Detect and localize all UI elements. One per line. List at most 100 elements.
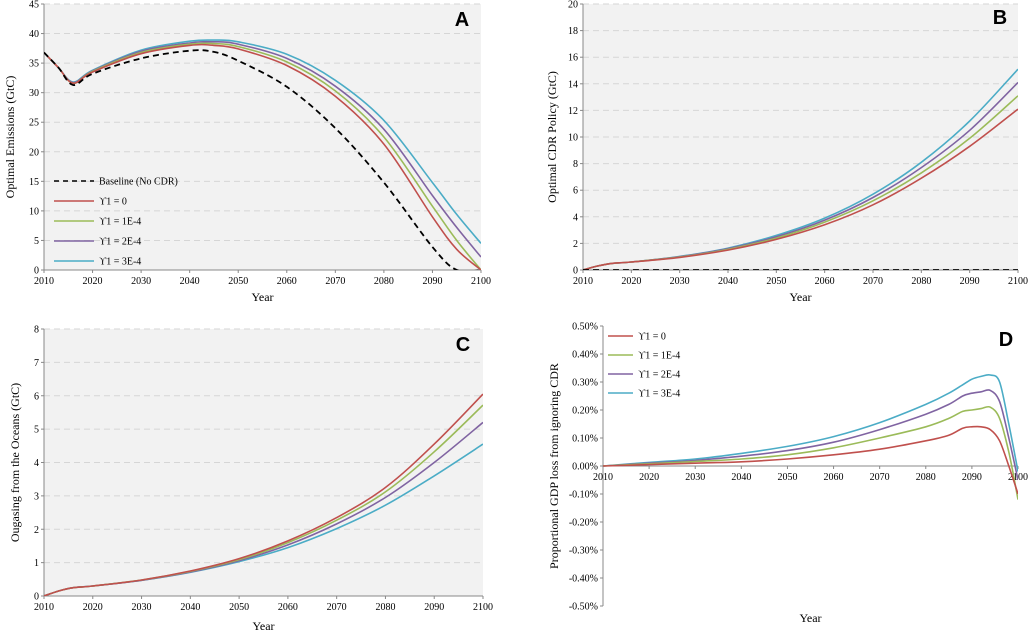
y-tick-label: 0	[34, 266, 39, 277]
y-tick-label: 14	[568, 79, 578, 90]
series-line	[603, 425, 1018, 495]
y-tick-label: 8	[573, 159, 578, 170]
chart-panel-a: 0 5 10 15 20 25 30 35 40 45 2010 2020 2030 2040 2050 20…	[3, 0, 491, 304]
x-tick-label: 2040	[180, 602, 200, 613]
x-tick-label: 2050	[228, 276, 248, 287]
x-tick-label: 2060	[277, 276, 297, 287]
x-tick-label: 2060	[824, 472, 844, 483]
x-tick-label: 2050	[229, 602, 249, 613]
y-tick-label: 1	[34, 558, 39, 569]
x-tick-label: 2060	[278, 602, 298, 613]
y-tick-label: -0.40%	[569, 574, 598, 585]
x-tick-label: 2080	[375, 602, 395, 613]
y-tick-label: 25	[29, 118, 39, 129]
legend-label: ϒ1 = 2E-4	[99, 237, 141, 248]
x-tick-label: 2040	[718, 276, 738, 287]
legend-label: ϒ1 = 2E-4	[638, 370, 680, 381]
x-tick-label: 2030	[131, 276, 151, 287]
y-tick-label: 15	[29, 177, 39, 188]
y-tick-label: 4	[34, 458, 39, 469]
x-axis-label: Year	[251, 290, 273, 304]
chart-panel-d: -0.50% -0.40% -0.30% -0.20% -0.10% 0.00% 0.10%…	[547, 322, 1028, 626]
x-tick-label: 2090	[422, 276, 442, 287]
y-tick-label: 35	[29, 59, 39, 70]
x-tick-label: 2010	[593, 472, 613, 483]
x-tick-label: 2040	[731, 472, 751, 483]
x-tick-label: 2020	[621, 276, 641, 287]
y-tick-label: 6	[34, 391, 39, 402]
y-tick-label: 10	[29, 206, 39, 217]
x-tick-label: 2050	[766, 276, 786, 287]
y-tick-label: 40	[29, 29, 39, 40]
chart-panel-c: 0 1 2 3 4 5 6 7 8 2010 2020 2030 2040 2050 2060 2070 208…	[8, 325, 493, 634]
legend-label: ϒ1 = 1E-4	[638, 351, 680, 362]
y-axis-label: Optimal CDR Policy (GtC)	[545, 71, 559, 203]
legend-label: ϒ1 = 3E-4	[99, 257, 141, 268]
plot-area	[44, 4, 481, 270]
y-tick-label: 45	[29, 0, 39, 11]
x-tick-label: 2070	[325, 276, 345, 287]
y-tick-label: 0.40%	[572, 350, 598, 361]
y-tick-label: 20	[29, 147, 39, 158]
series-line	[603, 405, 1018, 500]
series-line	[44, 49, 481, 270]
x-tick-label: 2030	[132, 602, 152, 613]
series-line	[44, 43, 481, 270]
y-tick-label: 10	[568, 133, 578, 144]
x-tick-label: 2100	[473, 602, 493, 613]
y-tick-label: -0.50%	[569, 602, 598, 613]
y-tick-label: 3	[34, 491, 39, 502]
y-axis-label: Proportional GDP loss from ignoring CDR	[547, 363, 561, 569]
y-tick-label: -0.20%	[569, 518, 598, 529]
y-tick-label: 5	[34, 236, 39, 247]
x-tick-label: 2030	[685, 472, 705, 483]
y-tick-label: 0	[34, 592, 39, 603]
x-tick-label: 2080	[916, 472, 936, 483]
x-tick-label: 2100	[471, 276, 491, 287]
x-tick-label: 2090	[962, 472, 982, 483]
series-line	[603, 389, 1018, 481]
y-tick-label: -0.30%	[569, 546, 598, 557]
y-tick-label: 5	[34, 425, 39, 436]
x-tick-label: 2070	[863, 276, 883, 287]
x-tick-label: 2080	[911, 276, 931, 287]
y-tick-label: 0.10%	[572, 434, 598, 445]
panel-letter: D	[999, 329, 1013, 351]
y-tick-label: 0.30%	[572, 378, 598, 389]
y-tick-label: -0.10%	[569, 490, 598, 501]
y-tick-label: 2	[34, 525, 39, 536]
y-tick-label: 12	[568, 106, 578, 117]
x-tick-label: 2020	[639, 472, 659, 483]
y-axis-label: Ougasing from the Oceans (GtC)	[8, 383, 22, 542]
x-axis-label: Year	[799, 611, 821, 625]
x-axis-label: Year	[789, 290, 811, 304]
x-tick-label: 2030	[670, 276, 690, 287]
panel-letter: C	[456, 334, 470, 356]
legend-label: ϒ1 = 3E-4	[638, 389, 680, 400]
x-axis-label: Year	[252, 619, 274, 633]
x-tick-label: 2010	[34, 602, 54, 613]
y-tick-label: 4	[573, 212, 578, 223]
x-tick-label: 2070	[870, 472, 890, 483]
x-tick-label: 2060	[815, 276, 835, 287]
x-tick-label: 2010	[34, 276, 54, 287]
y-tick-label: 6	[573, 186, 578, 197]
legend-label: ϒ1 = 1E-4	[99, 217, 141, 228]
y-tick-label: 0	[573, 266, 578, 277]
legend-label: ϒ1 = 0	[638, 332, 666, 343]
x-tick-label: 2020	[83, 602, 103, 613]
y-tick-label: 16	[568, 53, 578, 64]
y-tick-label: 8	[34, 325, 39, 336]
x-tick-label: 2090	[960, 276, 980, 287]
x-tick-label: 2010	[573, 276, 593, 287]
y-axis-label: Optimal Emissions (GtC)	[3, 76, 17, 199]
series-line	[583, 108, 1018, 270]
y-tick-label: 20	[568, 0, 578, 11]
x-tick-label: 2080	[374, 276, 394, 287]
panel-letter: A	[455, 9, 469, 31]
series-line	[44, 393, 483, 596]
x-tick-label: 2070	[327, 602, 347, 613]
x-tick-label: 2090	[424, 602, 444, 613]
